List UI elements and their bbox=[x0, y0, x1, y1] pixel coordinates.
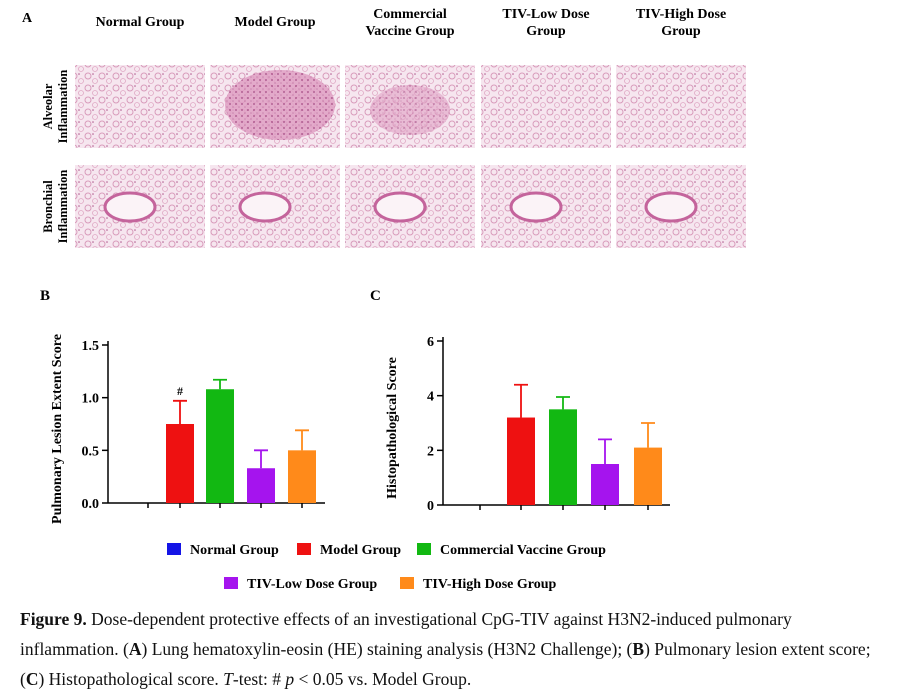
legend-label: Model Group bbox=[320, 543, 401, 558]
bronchus bbox=[373, 191, 427, 223]
bar bbox=[634, 447, 662, 505]
y-tick-label: 0.0 bbox=[82, 497, 100, 512]
y-tick-label: 6 bbox=[427, 335, 434, 350]
bar bbox=[549, 409, 577, 505]
legend-swatch bbox=[224, 577, 238, 589]
y-axis-title: Pulmonary Lesion Extent Score bbox=[50, 334, 65, 524]
error-bar bbox=[598, 438, 612, 464]
bar bbox=[247, 468, 275, 503]
caption-text: ) Lung hematoxylin-eosin (HE) staining a… bbox=[141, 639, 633, 659]
y-tick-label: 0 bbox=[427, 499, 434, 514]
error-bar bbox=[173, 399, 187, 424]
y-tick-label: 1.5 bbox=[82, 339, 100, 354]
figure: A Normal Group Model Group Commercial Vacci… bbox=[22, 7, 746, 592]
row-label-group: BronchialInflammation bbox=[41, 170, 70, 244]
error-bar bbox=[514, 383, 528, 418]
caption-italic: T bbox=[223, 669, 233, 689]
bronchus bbox=[103, 191, 157, 223]
panel-label: C bbox=[370, 288, 381, 304]
caption-text: ) Histopathological score. bbox=[38, 669, 224, 689]
row-label: BronchialInflammation bbox=[41, 170, 70, 244]
bronchus bbox=[644, 191, 698, 223]
caption-text: < 0.05 vs. Model Group. bbox=[294, 669, 472, 689]
infiltrate bbox=[225, 70, 335, 140]
row-label: AlveolarInflammation bbox=[41, 70, 70, 144]
panel-label: A bbox=[22, 11, 33, 26]
histology-image bbox=[75, 65, 205, 148]
y-tick-label: 0.5 bbox=[82, 444, 100, 459]
column-header: Normal Group bbox=[96, 15, 185, 30]
error-bar bbox=[213, 378, 227, 390]
caption-label: Figure 9. bbox=[20, 609, 87, 629]
legend-swatch bbox=[400, 577, 414, 589]
error-bar bbox=[641, 422, 655, 448]
bar bbox=[288, 450, 316, 503]
caption-text: -test: # bbox=[232, 669, 286, 689]
legend-swatch bbox=[167, 543, 181, 555]
caption: Figure 9. Dose-dependent protective effe… bbox=[20, 604, 890, 694]
bar bbox=[507, 417, 535, 505]
error-bar bbox=[556, 396, 570, 410]
bar bbox=[206, 389, 234, 503]
error-bar bbox=[295, 429, 309, 451]
histology-image bbox=[616, 65, 746, 148]
legend-label: Commercial Vaccine Group bbox=[440, 543, 606, 558]
y-axis-title: Histopathological Score bbox=[385, 357, 400, 499]
caption-text: Dose-dependent protective effects of an … bbox=[20, 609, 792, 659]
panel-label: B bbox=[40, 288, 50, 304]
y-tick-label: 2 bbox=[427, 444, 434, 459]
bar bbox=[166, 424, 194, 503]
caption-text: ) Pulmonary lesion extent score; ( bbox=[20, 639, 871, 689]
legend-swatch bbox=[417, 543, 431, 555]
legend-swatch bbox=[297, 543, 311, 555]
legend-label: TIV-High Dose Group bbox=[423, 577, 556, 592]
infiltrate bbox=[370, 85, 450, 135]
y-tick-label: 4 bbox=[427, 390, 434, 405]
significance-mark: # bbox=[177, 384, 183, 398]
error-bar bbox=[254, 449, 268, 469]
caption-ref: B bbox=[632, 639, 645, 659]
column-header: Model Group bbox=[234, 15, 315, 30]
caption-italic: p bbox=[285, 669, 295, 689]
legend-label: Normal Group bbox=[190, 543, 279, 558]
y-tick-label: 1.0 bbox=[82, 392, 100, 407]
column-header: TIV-High Dose Group bbox=[636, 7, 726, 39]
bronchus bbox=[238, 191, 292, 223]
legend-label: TIV-Low Dose Group bbox=[247, 577, 377, 592]
row-label-group: AlveolarInflammation bbox=[41, 70, 70, 144]
caption-ref: A bbox=[128, 639, 142, 659]
column-header: Commercial Vaccine Group bbox=[365, 7, 454, 39]
bronchus bbox=[509, 191, 563, 223]
bar bbox=[591, 464, 619, 505]
column-header: TIV-Low Dose Group bbox=[502, 7, 589, 39]
caption-ref: C bbox=[25, 669, 39, 689]
histology-image bbox=[481, 65, 611, 148]
